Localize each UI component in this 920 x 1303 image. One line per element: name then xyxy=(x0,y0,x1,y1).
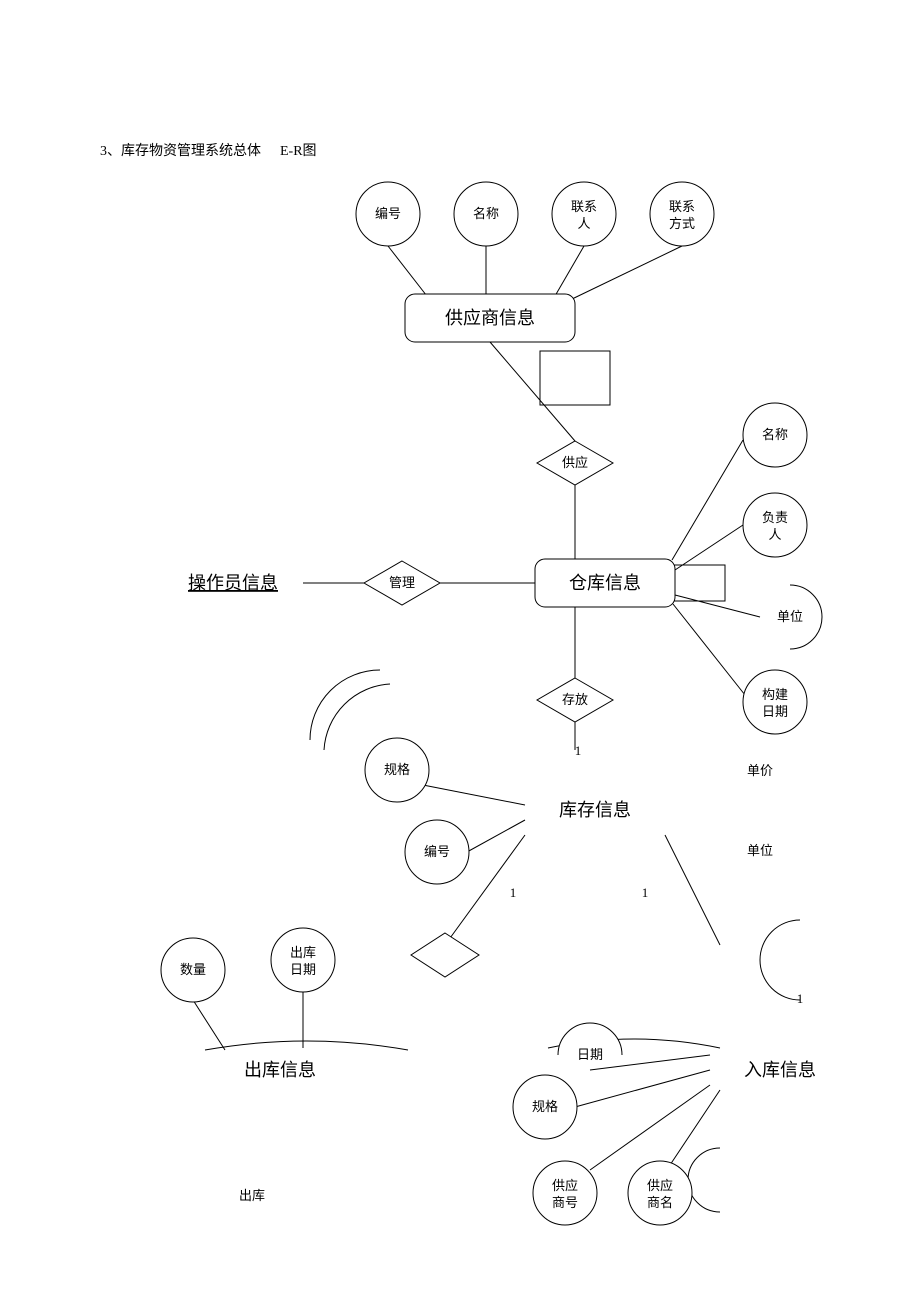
attr-warehouse-1 xyxy=(743,493,807,557)
attr-label-supplier-2-l1: 联系 xyxy=(571,199,597,214)
attr-label-outbound-0: 数量 xyxy=(180,962,206,977)
attr-label-inbound-2-l2: 商号 xyxy=(552,1195,578,1210)
attr-label-warehouse-3-l1: 构建 xyxy=(762,687,788,702)
attr-label-warehouse-1-l1: 负责 xyxy=(762,510,788,525)
entity-label-operator: 操作员信息 xyxy=(188,573,278,593)
attr-label-inbound-1: 规格 xyxy=(532,1099,558,1114)
relationship-label-store: 存放 xyxy=(562,692,588,707)
entity-label-warehouse: 仓库信息 xyxy=(569,573,641,593)
free-label-1: 单价 xyxy=(747,763,773,778)
free-label-4: 1 xyxy=(642,885,649,900)
attr-inbound-2 xyxy=(533,1161,597,1225)
attr-label-supplier-2-l2: 人 xyxy=(577,216,590,231)
attr-label-supplier-3-l1: 联系 xyxy=(669,199,695,214)
free-label-3: 1 xyxy=(510,885,517,900)
attr-label-supplier-1: 名称 xyxy=(473,206,499,221)
attr-inbound-3 xyxy=(628,1161,692,1225)
attr-label-warehouse-0: 名称 xyxy=(762,427,788,442)
entity-label-inbound: 入库信息 xyxy=(744,1060,816,1080)
attr-outbound-1 xyxy=(271,928,335,992)
free-label-0: 1 xyxy=(575,743,582,758)
entity-label-outbound: 出库信息 xyxy=(244,1060,316,1080)
entity-label-inventory: 库存信息 xyxy=(559,800,631,820)
er-diagram-svg: 供应商信息仓库信息库存信息出库信息入库信息操作员信息供应管理存放编号名称联系人联… xyxy=(0,0,920,1303)
entity-label-supplier: 供应商信息 xyxy=(445,308,535,328)
attr-label-inventory-1: 编号 xyxy=(424,844,450,859)
attr-label-supplier-3-l2: 方式 xyxy=(669,216,695,231)
attr-label-inventory-0: 规格 xyxy=(384,762,410,777)
relationship-label-manage: 管理 xyxy=(389,575,415,590)
page: 3、库存物资管理系统总体 E-R图 供应商信息仓库信息库存信息出库信息入库信息操… xyxy=(0,0,920,1303)
attr-supplier-3 xyxy=(650,182,714,246)
attr-label-inbound-0: 日期 xyxy=(577,1047,603,1062)
free-label-6: 出库 xyxy=(239,1188,265,1203)
attr-warehouse-3 xyxy=(743,670,807,734)
attr-label-warehouse-1-l2: 人 xyxy=(768,527,781,542)
relationship-label-supply: 供应 xyxy=(562,455,588,470)
free-label-5: 1 xyxy=(797,991,804,1006)
attr-label-outbound-1-l2: 日期 xyxy=(290,962,316,977)
attr-label-inbound-2-l1: 供应 xyxy=(552,1178,578,1193)
attr-label-inbound-3-l1: 供应 xyxy=(647,1178,673,1193)
attr-label-warehouse-2: 单位 xyxy=(777,609,803,624)
attr-label-outbound-1-l1: 出库 xyxy=(290,945,316,960)
attr-label-inbound-3-l2: 商名 xyxy=(647,1195,673,1210)
attr-supplier-2 xyxy=(552,182,616,246)
free-label-2: 单位 xyxy=(747,843,773,858)
attr-label-warehouse-3-l2: 日期 xyxy=(762,704,788,719)
attr-label-supplier-0: 编号 xyxy=(375,206,401,221)
